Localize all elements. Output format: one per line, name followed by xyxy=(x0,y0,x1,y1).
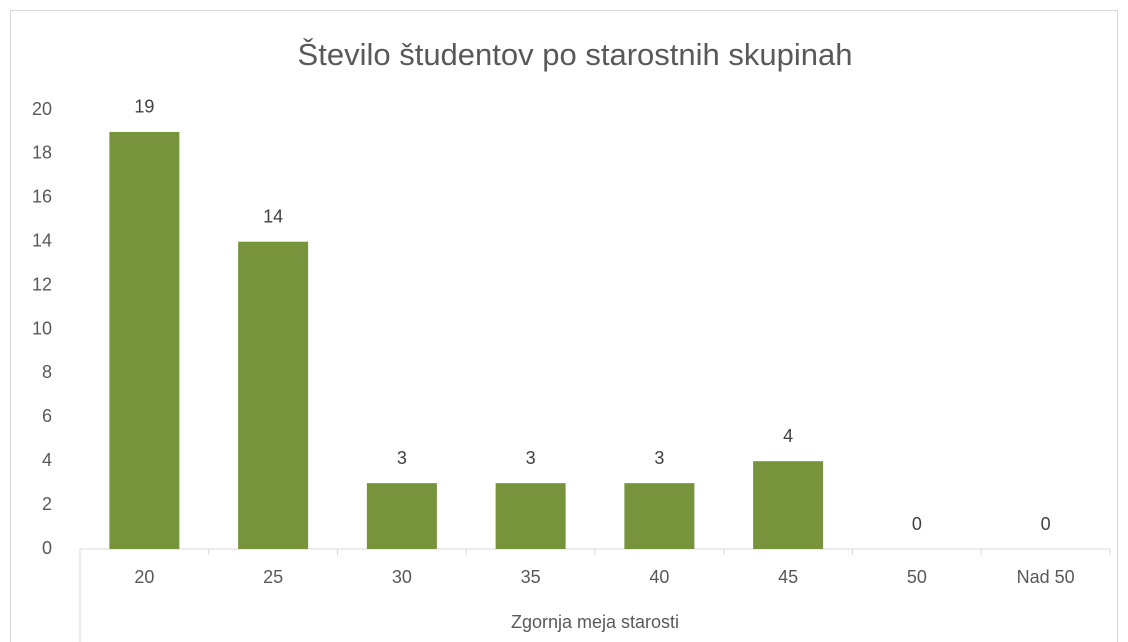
x-tick-label: 30 xyxy=(392,567,412,587)
y-tick-label: 6 xyxy=(42,406,52,426)
y-tick-label: 0 xyxy=(42,538,52,558)
bar xyxy=(366,483,437,549)
bar xyxy=(624,483,695,549)
bar xyxy=(495,483,566,549)
y-tick-label: 18 xyxy=(32,143,52,163)
bar xyxy=(238,241,309,549)
data-label: 14 xyxy=(263,206,283,226)
data-label: 3 xyxy=(654,448,664,468)
y-tick-label: 2 xyxy=(42,494,52,514)
x-tick-label: 20 xyxy=(134,567,154,587)
y-tick-label: 20 xyxy=(32,99,52,119)
chart-title: Število študentov po starostnih skupinah xyxy=(298,37,853,72)
y-tick-label: 16 xyxy=(32,187,52,207)
y-tick-label: 14 xyxy=(32,230,52,250)
y-tick-label: 4 xyxy=(42,450,52,470)
bar xyxy=(753,461,824,549)
y-tick-label: 8 xyxy=(42,362,52,382)
x-tick-label: Nad 50 xyxy=(1017,567,1075,587)
y-tick-label: 10 xyxy=(32,318,52,338)
data-label: 4 xyxy=(783,426,793,446)
data-label: 0 xyxy=(1041,514,1051,534)
x-tick-label: 50 xyxy=(907,567,927,587)
data-label: 19 xyxy=(134,97,154,117)
data-label: 3 xyxy=(526,448,536,468)
data-label: 0 xyxy=(912,514,922,534)
y-tick-label: 12 xyxy=(32,274,52,294)
x-tick-label: 45 xyxy=(778,567,798,587)
x-tick-label: 25 xyxy=(263,567,283,587)
data-label: 3 xyxy=(397,448,407,468)
x-tick-label: 40 xyxy=(649,567,669,587)
x-tick-label: 35 xyxy=(521,567,541,587)
x-axis-title: Zgornja meja starosti xyxy=(511,612,679,632)
bar xyxy=(109,131,180,549)
